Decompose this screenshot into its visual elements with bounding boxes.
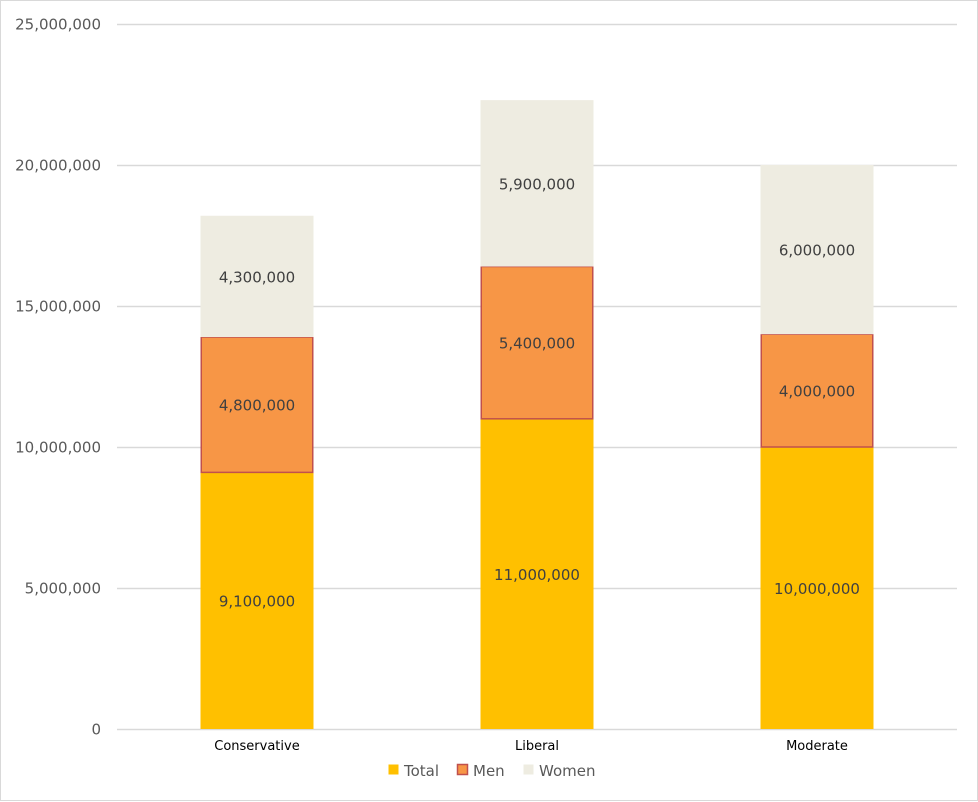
y-tick-label: 20,000,000	[15, 157, 101, 175]
data-label: 5,900,000	[499, 175, 575, 193]
data-labels: 9,100,000 4,800,000 4,300,000 11,000,000 5,4…	[219, 175, 860, 610]
y-tick-label: 0	[91, 721, 101, 739]
legend-swatch-men	[456, 763, 469, 776]
bar-women-moderate	[760, 165, 874, 335]
bar-total-conservative	[200, 472, 314, 729]
y-tick-label: 10,000,000	[15, 439, 101, 457]
legend: Total Men Women	[388, 762, 595, 780]
x-tick-label: Conservative	[214, 739, 299, 754]
bar-women-conservative	[200, 215, 314, 338]
bar-men-conservative	[200, 336, 314, 474]
bar-men-liberal	[480, 265, 594, 420]
bar-women-liberal	[480, 100, 594, 267]
legend-label-men: Men	[473, 762, 505, 780]
y-tick-label: 25,000,000	[15, 16, 101, 34]
y-axis-ticks: 0 5,000,000 10,000,000 15,000,000 20,000,000…	[15, 16, 101, 739]
data-label: 5,400,000	[499, 335, 575, 353]
bar-total-liberal	[480, 418, 594, 729]
data-label: 10,000,000	[774, 580, 860, 598]
data-label: 4,000,000	[779, 383, 855, 401]
y-tick-label: 15,000,000	[15, 298, 101, 316]
x-tick-label: Liberal	[515, 739, 559, 754]
legend-swatch-women	[523, 764, 534, 775]
bars	[200, 100, 874, 729]
legend-label-women: Women	[539, 762, 595, 780]
x-tick-label: Moderate	[786, 739, 848, 754]
data-label: 4,300,000	[219, 268, 295, 286]
legend-label-total: Total	[403, 762, 439, 780]
bar-total-moderate	[760, 447, 874, 729]
data-label: 4,800,000	[219, 397, 295, 415]
y-tick-label: 5,000,000	[25, 580, 101, 598]
data-label: 11,000,000	[494, 566, 580, 584]
x-axis-labels: Conservative Liberal Moderate	[214, 739, 848, 754]
data-label: 6,000,000	[779, 242, 855, 260]
data-label: 9,100,000	[219, 593, 295, 611]
legend-swatch-total	[388, 764, 399, 775]
